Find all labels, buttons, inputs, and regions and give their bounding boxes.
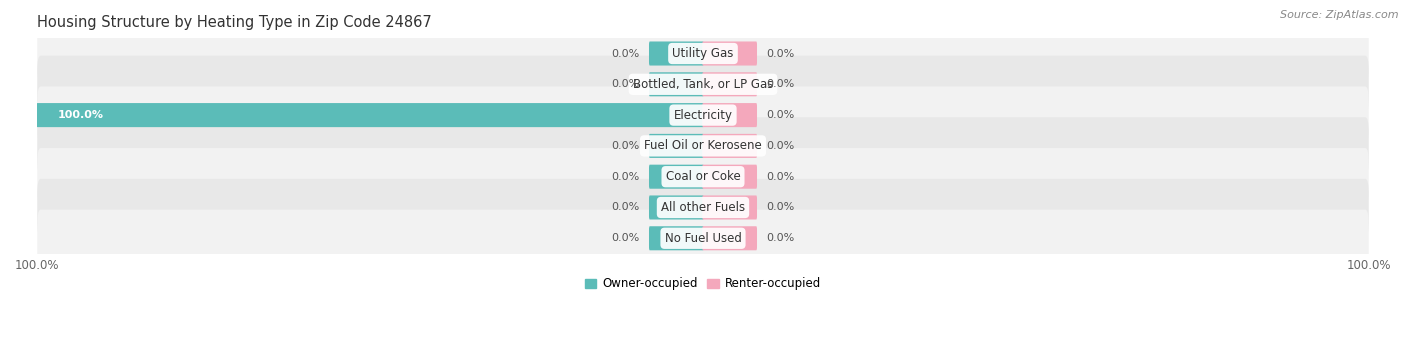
Text: 0.0%: 0.0% bbox=[766, 141, 794, 151]
FancyBboxPatch shape bbox=[650, 165, 704, 189]
FancyBboxPatch shape bbox=[37, 210, 1369, 267]
Text: Bottled, Tank, or LP Gas: Bottled, Tank, or LP Gas bbox=[633, 78, 773, 91]
FancyBboxPatch shape bbox=[702, 226, 756, 250]
FancyBboxPatch shape bbox=[37, 25, 1369, 82]
FancyBboxPatch shape bbox=[650, 134, 704, 158]
Text: 0.0%: 0.0% bbox=[612, 172, 640, 182]
Text: 0.0%: 0.0% bbox=[612, 141, 640, 151]
FancyBboxPatch shape bbox=[650, 226, 704, 250]
FancyBboxPatch shape bbox=[37, 87, 1369, 144]
FancyBboxPatch shape bbox=[650, 42, 704, 65]
Text: Housing Structure by Heating Type in Zip Code 24867: Housing Structure by Heating Type in Zip… bbox=[37, 15, 432, 30]
Text: Fuel Oil or Kerosene: Fuel Oil or Kerosene bbox=[644, 139, 762, 152]
FancyBboxPatch shape bbox=[702, 72, 756, 96]
Text: 0.0%: 0.0% bbox=[766, 203, 794, 212]
FancyBboxPatch shape bbox=[702, 134, 756, 158]
Text: Utility Gas: Utility Gas bbox=[672, 47, 734, 60]
Text: No Fuel Used: No Fuel Used bbox=[665, 232, 741, 245]
FancyBboxPatch shape bbox=[37, 56, 1369, 113]
FancyBboxPatch shape bbox=[702, 165, 756, 189]
Text: 100.0%: 100.0% bbox=[58, 110, 103, 120]
Legend: Owner-occupied, Renter-occupied: Owner-occupied, Renter-occupied bbox=[579, 273, 827, 295]
FancyBboxPatch shape bbox=[650, 195, 704, 220]
FancyBboxPatch shape bbox=[37, 148, 1369, 205]
Text: 0.0%: 0.0% bbox=[766, 110, 794, 120]
FancyBboxPatch shape bbox=[650, 72, 704, 96]
FancyBboxPatch shape bbox=[702, 42, 756, 65]
Text: 0.0%: 0.0% bbox=[766, 79, 794, 89]
Text: 0.0%: 0.0% bbox=[612, 233, 640, 243]
Text: All other Fuels: All other Fuels bbox=[661, 201, 745, 214]
FancyBboxPatch shape bbox=[37, 179, 1369, 236]
FancyBboxPatch shape bbox=[37, 117, 1369, 175]
FancyBboxPatch shape bbox=[702, 195, 756, 220]
Text: Coal or Coke: Coal or Coke bbox=[665, 170, 741, 183]
Text: 0.0%: 0.0% bbox=[612, 203, 640, 212]
Text: Source: ZipAtlas.com: Source: ZipAtlas.com bbox=[1281, 10, 1399, 20]
Text: 0.0%: 0.0% bbox=[612, 79, 640, 89]
Text: 0.0%: 0.0% bbox=[612, 48, 640, 59]
Text: 0.0%: 0.0% bbox=[766, 233, 794, 243]
Text: 0.0%: 0.0% bbox=[766, 172, 794, 182]
FancyBboxPatch shape bbox=[702, 103, 756, 127]
FancyBboxPatch shape bbox=[37, 103, 704, 127]
Text: Electricity: Electricity bbox=[673, 108, 733, 122]
Text: 0.0%: 0.0% bbox=[766, 48, 794, 59]
